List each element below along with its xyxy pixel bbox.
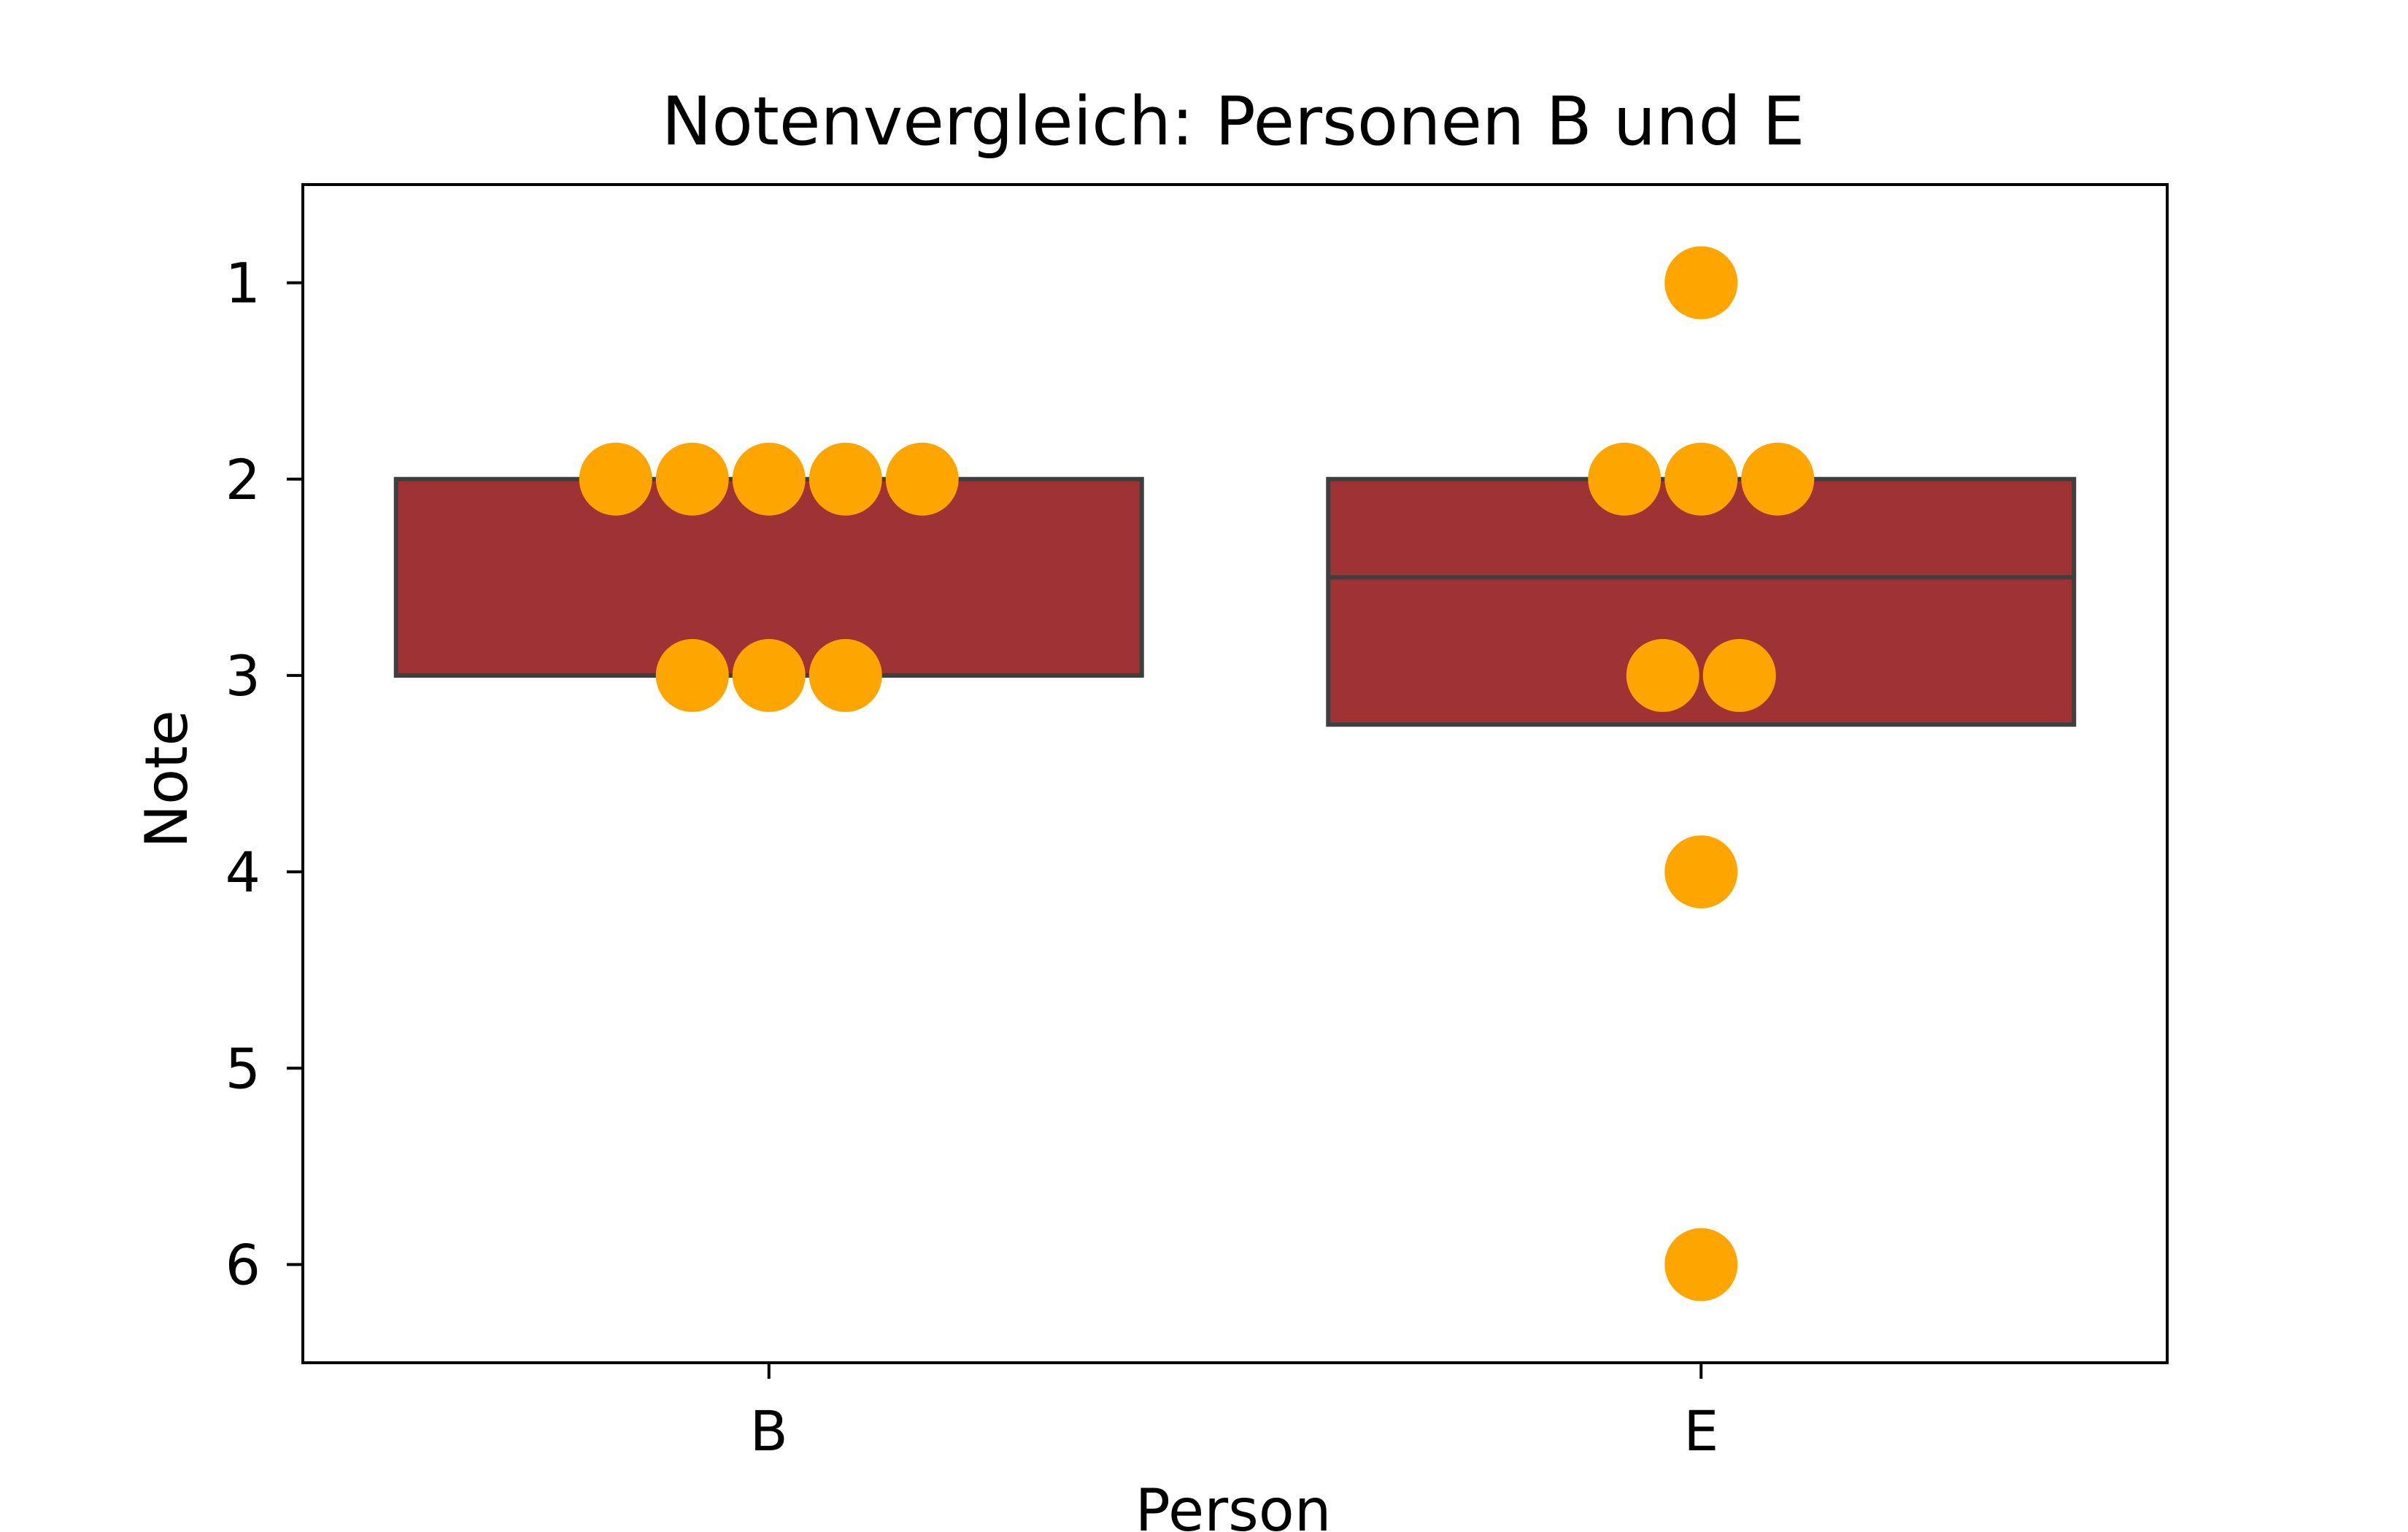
plot-area — [393, 246, 2077, 1301]
box-group-e — [1326, 476, 2077, 727]
data-point-b — [732, 442, 806, 516]
y-tick-label: 5 — [225, 1036, 261, 1101]
data-point-e — [1664, 246, 1738, 320]
x-axis-label: Person — [1135, 1477, 1332, 1532]
data-point-e — [1664, 1228, 1738, 1301]
x-tick-label: E — [1683, 1398, 1718, 1463]
plot-frame — [301, 183, 2169, 1364]
points-e — [1588, 246, 1815, 1301]
y-tick-label: 2 — [225, 447, 261, 512]
data-point-e — [1664, 442, 1738, 516]
data-point-b — [655, 442, 729, 516]
y-tick-label: 1 — [225, 251, 261, 316]
data-point-b — [809, 638, 882, 712]
points-b — [579, 442, 959, 712]
data-point-b — [809, 442, 882, 516]
data-point-e — [1588, 442, 1662, 516]
data-point-b — [655, 638, 729, 712]
box-e — [1326, 476, 2077, 727]
data-point-e — [1626, 638, 1699, 712]
y-tick-label: 4 — [225, 840, 261, 905]
x-tick-label: B — [750, 1398, 788, 1463]
data-point-b — [885, 442, 959, 516]
data-point-b — [579, 442, 652, 516]
data-point-e — [1664, 835, 1738, 909]
y-axis-label: Note — [133, 710, 201, 848]
chart-title: Notenvergleich: Personen B und E — [662, 82, 1805, 160]
y-tick-label: 6 — [225, 1232, 261, 1297]
data-point-e — [1702, 638, 1776, 712]
y-tick-label: 3 — [225, 643, 261, 708]
data-point-e — [1741, 442, 1815, 516]
data-point-b — [732, 638, 806, 712]
axes: 1 2 3 4 5 6 B E — [225, 251, 1719, 1463]
